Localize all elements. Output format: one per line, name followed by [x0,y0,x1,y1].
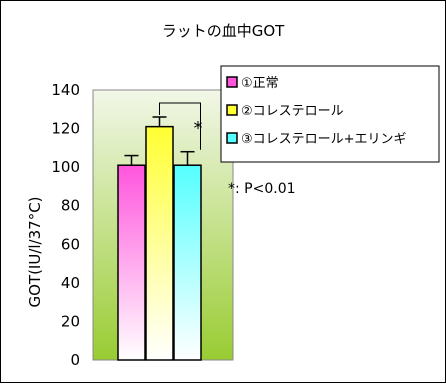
y-tick-label: 100 [51,158,80,176]
legend-label-3: ③コレステロール+エリンギ [241,132,407,147]
significance-bracket [159,102,201,150]
legend-swatch-2 [226,104,238,116]
error-bar-1 [124,154,139,166]
p-value-footnote: *: P<0.01 [228,181,296,197]
bar-3 [173,164,202,361]
legend-swatch-1 [226,76,238,88]
bar-2 [145,125,174,361]
chart-title: ラットの血中GOT [162,22,285,40]
y-tick-label: 140 [51,81,80,99]
significance-mark: * [194,118,203,139]
error-bar-2 [152,116,167,127]
y-axis-label: GOT(IU/l/37°C) [26,196,44,307]
legend-label-2: ②コレステロール [241,104,344,119]
y-tick-label: 20 [61,312,80,330]
error-bars [124,116,195,166]
legend-swatch-3 [226,132,238,144]
legend: ①正常 ②コレステロール ③コレステロール+エリンギ [220,65,440,163]
legend-box [220,65,440,163]
error-bar-3 [180,150,195,166]
bar-1 [117,164,146,361]
y-tick-label: 0 [70,351,80,369]
y-tick-label: 60 [61,235,80,253]
y-tick-labels: 0 20 40 60 80 100 120 140 [51,81,80,369]
y-tick-label: 80 [61,197,80,215]
legend-label-1: ①正常 [241,76,279,91]
y-tick-label: 120 [51,120,80,138]
y-tick-label: 40 [61,274,80,292]
